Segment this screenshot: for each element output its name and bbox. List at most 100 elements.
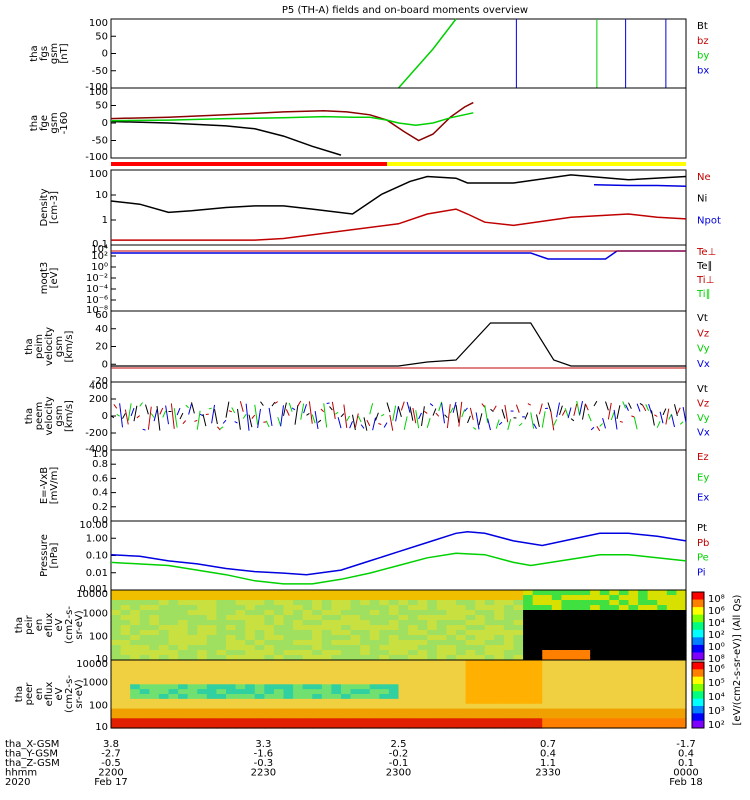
xaxis-value: 0000 xyxy=(673,768,698,779)
heatmap-cell xyxy=(293,655,304,661)
heatmap-cell xyxy=(408,669,419,676)
heatmap-cell xyxy=(513,674,524,681)
xaxis-row-label: hhmm xyxy=(5,768,37,779)
heatmap-cell xyxy=(427,615,438,621)
heatmap-cell xyxy=(235,698,246,705)
heatmap-cell xyxy=(388,674,400,681)
heatmap-cell xyxy=(456,610,467,616)
heatmap-cell xyxy=(216,650,227,656)
heatmap-cell xyxy=(187,630,198,636)
heatmap-cell xyxy=(475,718,486,724)
heatmap-cell xyxy=(264,590,275,596)
heatmap-cell xyxy=(139,640,150,646)
heatmap-cell xyxy=(465,689,476,695)
velocity-noise xyxy=(124,409,129,425)
heatmap-cell xyxy=(618,655,630,661)
heatmap-cell xyxy=(590,590,601,596)
heatmap-cell xyxy=(638,694,649,700)
heatmap-cell xyxy=(139,645,150,651)
heatmap-cell xyxy=(321,684,333,690)
heatmap-cell xyxy=(321,703,333,710)
heatmap-cell xyxy=(484,694,495,700)
heatmap-cell xyxy=(245,669,256,676)
heatmap-cell xyxy=(312,610,323,616)
velocity-noise xyxy=(242,413,247,419)
heatmap-cell xyxy=(149,640,160,646)
heatmap-cell xyxy=(235,655,246,661)
heatmap-cell xyxy=(379,694,390,700)
heatmap-cell xyxy=(446,595,457,601)
heatmap-cell xyxy=(609,640,620,646)
heatmap-cell xyxy=(283,655,294,661)
heatmap-cell xyxy=(178,640,189,646)
velocity-noise xyxy=(162,410,167,418)
heatmap-cell xyxy=(178,600,189,606)
heatmap-cell xyxy=(446,655,457,661)
heatmap-cell xyxy=(273,660,285,666)
heatmap-cell xyxy=(312,605,323,611)
heatmap-cell xyxy=(312,708,323,715)
y-axis-label: velocity xyxy=(44,396,55,435)
heatmap-cell xyxy=(293,600,304,606)
heatmap-cell xyxy=(647,595,658,601)
heatmap-cell xyxy=(599,605,610,611)
heatmap-cell xyxy=(599,625,610,631)
velocity-noise xyxy=(490,408,494,412)
heatmap-cell xyxy=(341,689,352,695)
heatmap-cell xyxy=(321,713,333,719)
velocity-noise xyxy=(214,409,218,425)
heatmap-cell xyxy=(321,650,333,656)
heatmap-cell xyxy=(580,708,591,715)
heatmap-cell xyxy=(168,595,179,601)
heatmap-cell xyxy=(618,640,630,646)
heatmap-cell xyxy=(254,660,265,666)
heatmap-cell xyxy=(523,708,534,715)
velocity-noise xyxy=(199,413,204,417)
velocity-noise xyxy=(602,417,606,429)
heatmap-cell xyxy=(226,679,237,685)
heatmap-cell xyxy=(235,600,246,606)
heatmap-cell xyxy=(599,610,610,616)
heatmap-cell xyxy=(245,684,256,690)
heatmap-cell xyxy=(484,723,495,729)
heatmap-cell xyxy=(532,674,543,681)
heatmap-cell xyxy=(226,610,237,616)
heatmap-cell xyxy=(523,600,534,606)
heatmap-cell xyxy=(206,664,218,671)
heatmap-cell xyxy=(312,655,323,661)
heatmap-cell xyxy=(494,655,505,661)
heatmap-cell xyxy=(666,723,678,729)
velocity-noise xyxy=(515,404,520,413)
heatmap-cell xyxy=(542,708,553,715)
y-tick-label: 1.0 xyxy=(92,449,108,460)
heatmap-cell xyxy=(388,698,400,705)
temp-line-blue xyxy=(111,250,686,260)
heatmap-cell xyxy=(427,630,438,636)
heatmap-cell xyxy=(312,615,323,621)
velocity-noise xyxy=(291,407,296,411)
heatmap-cell xyxy=(580,615,591,621)
velocity-noise xyxy=(383,422,388,428)
velocity-noise xyxy=(349,421,353,429)
heatmap-cell xyxy=(628,635,639,641)
heatmap-cell xyxy=(312,625,323,631)
heatmap-cell xyxy=(120,679,131,685)
colorbar-tick: 10⁸ xyxy=(708,594,725,605)
y-tick-label: 100 xyxy=(89,169,108,180)
heatmap-cell xyxy=(331,610,342,616)
heatmap-cell xyxy=(475,600,486,606)
heatmap-cell xyxy=(590,645,601,651)
heatmap-cell xyxy=(388,694,400,700)
heatmap-cell xyxy=(139,610,150,616)
velocity-noise xyxy=(674,404,678,417)
velocity-noise xyxy=(605,401,609,411)
velocity-noise xyxy=(504,404,509,423)
heatmap-cell xyxy=(388,655,400,661)
heatmap-cell xyxy=(503,640,515,646)
heatmap-cell xyxy=(666,713,678,719)
heatmap-cell xyxy=(676,669,687,676)
heatmap-cell xyxy=(647,689,658,695)
velocity-noise xyxy=(582,403,586,420)
velocity-noise xyxy=(308,401,313,424)
heatmap-cell xyxy=(388,600,400,606)
